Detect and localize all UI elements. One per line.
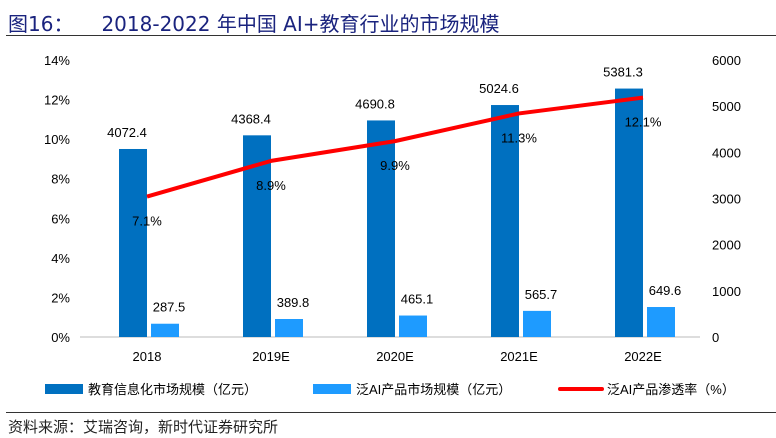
legend-swatch-education-it bbox=[45, 384, 83, 394]
right-tick-label: 6000 bbox=[712, 53, 741, 68]
right-tick-label: 4000 bbox=[712, 145, 741, 160]
legend-label: 教育信息化市场规模（亿元） bbox=[88, 382, 257, 397]
x-tick-label: 2019E bbox=[252, 349, 290, 364]
bar-label: 465.1 bbox=[401, 292, 434, 307]
x-tick-label: 2022E bbox=[624, 349, 662, 364]
bar-label: 5024.6 bbox=[479, 81, 519, 96]
bar-label: 4072.4 bbox=[107, 125, 147, 140]
line-label: 11.3% bbox=[501, 130, 537, 145]
left-tick-label: 0% bbox=[51, 330, 70, 345]
legend-swatch-ai-product bbox=[313, 384, 351, 394]
bar-ai-product bbox=[523, 310, 551, 337]
source-divider bbox=[6, 412, 776, 413]
left-tick-label: 6% bbox=[51, 211, 70, 226]
left-tick-label: 8% bbox=[51, 172, 70, 187]
x-tick-label: 2018 bbox=[133, 349, 162, 364]
title-divider bbox=[6, 35, 776, 36]
figure-label: 图16： bbox=[8, 12, 74, 36]
right-tick-label: 5000 bbox=[712, 99, 741, 114]
left-tick-label: 4% bbox=[51, 251, 70, 266]
line-ai-penetration bbox=[146, 95, 644, 199]
x-tick-label: 2020E bbox=[376, 349, 414, 364]
left-tick-label: 12% bbox=[44, 93, 70, 108]
bar-education-it bbox=[367, 120, 395, 337]
bar-label: 4368.4 bbox=[231, 111, 271, 126]
right-tick-label: 1000 bbox=[712, 284, 741, 299]
chart-title: 图16： 2018-2022 年中国 AI+教育行业的市场规模 bbox=[8, 8, 500, 37]
bar-label: 649.6 bbox=[649, 283, 682, 298]
bar-label: 287.5 bbox=[153, 300, 186, 315]
bar-label: 565.7 bbox=[525, 287, 558, 302]
right-tick-label: 3000 bbox=[712, 192, 741, 207]
bar-education-it bbox=[491, 105, 519, 337]
line-label: 7.1% bbox=[132, 214, 162, 229]
legend-label: 泛AI产品市场规模（亿元） bbox=[356, 382, 511, 397]
legend-label: 泛AI产品渗透率（%） bbox=[607, 382, 735, 397]
x-tick-label: 2021E bbox=[500, 349, 538, 364]
bar-label: 4690.8 bbox=[355, 96, 395, 111]
left-tick-label: 2% bbox=[51, 290, 70, 305]
bar-ai-product bbox=[151, 323, 179, 337]
line-label: 8.9% bbox=[256, 178, 286, 193]
line-label: 9.9% bbox=[380, 158, 410, 173]
right-tick-label: 2000 bbox=[712, 238, 741, 253]
bar-education-it bbox=[615, 88, 643, 337]
line-label: 12.1% bbox=[625, 115, 662, 130]
bar-education-it bbox=[119, 148, 147, 337]
bar-label: 5381.3 bbox=[603, 65, 643, 80]
bar-ai-product bbox=[399, 315, 427, 337]
source-note: 资料来源：艾瑞咨询，新时代证券研究所 bbox=[8, 418, 279, 436]
title-text: 2018-2022 年中国 AI+教育行业的市场规模 bbox=[101, 12, 500, 36]
bar-ai-product bbox=[275, 319, 303, 337]
right-tick-label: 0 bbox=[712, 330, 719, 345]
bar-ai-product bbox=[647, 307, 675, 337]
left-tick-label: 14% bbox=[44, 53, 70, 68]
left-tick-label: 10% bbox=[44, 132, 70, 147]
bar-label: 389.8 bbox=[277, 295, 310, 310]
